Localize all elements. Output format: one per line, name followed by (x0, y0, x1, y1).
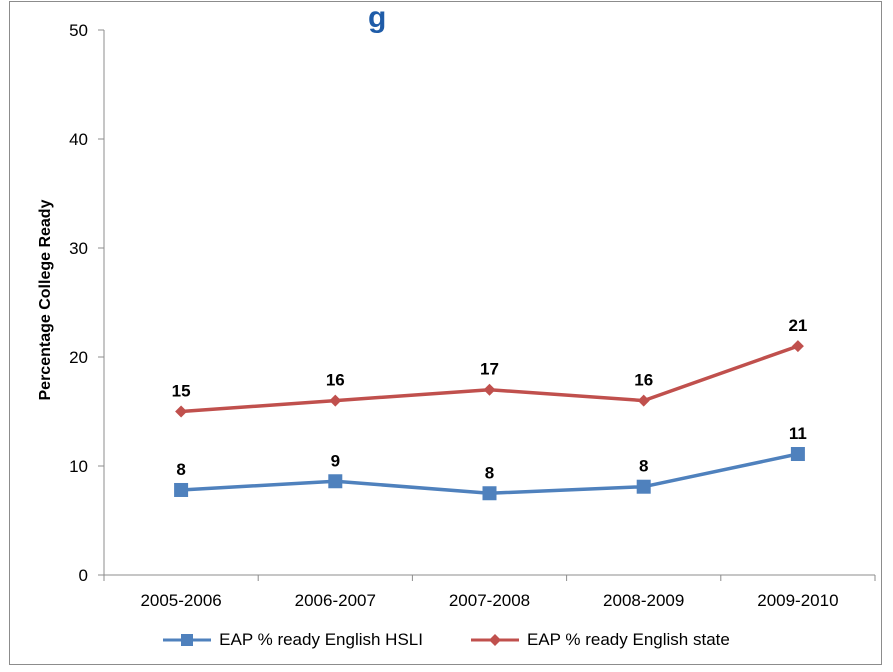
legend-marker-diamond-icon (470, 634, 519, 646)
y-tick-label: 0 (79, 566, 88, 585)
x-axis: 2005-2006 2006-2007 2007-2008 2008-2009 2009… (103, 574, 876, 610)
legend-label-hsli: EAP % ready English HSLI (219, 630, 423, 649)
legend-item-state: EAP % ready English state (470, 630, 730, 650)
data-point (175, 405, 188, 418)
y-tick-label: 50 (69, 21, 88, 40)
data-label: 8 (176, 460, 185, 479)
data-point (329, 394, 342, 407)
y-axis: 0 10 20 30 40 50 (69, 21, 105, 585)
data-point (482, 486, 497, 501)
data-point (637, 394, 650, 407)
y-tick-label: 20 (69, 348, 88, 367)
series-layer: 8 9 8 8 11 15 16 17 16 21 (172, 316, 807, 501)
legend-item-hsli: EAP % ready English HSLI (163, 630, 423, 650)
legend-label-state: EAP % ready English state (526, 630, 730, 649)
y-tick-label: 10 (69, 457, 88, 476)
x-tick-label: 2006-2007 (295, 591, 376, 610)
series-hsli: 8 9 8 8 11 (174, 424, 807, 501)
data-label: 15 (172, 382, 191, 401)
legend: EAP % ready English HSLI EAP % ready Eng… (0, 624, 893, 656)
line-chart: g 0 10 20 30 40 50 2005-2006 2006-2007 2007-200… (37, 1, 876, 610)
data-label: 8 (639, 457, 648, 476)
data-label: 17 (480, 360, 499, 379)
data-label: 16 (634, 371, 653, 390)
y-tick-label: 40 (69, 130, 88, 149)
data-point (483, 383, 496, 396)
series-line (180, 344, 799, 414)
legend-marker-square-icon (163, 634, 212, 646)
data-label: 8 (485, 463, 494, 482)
chart-frame (9, 1, 882, 665)
series-state: 15 16 17 16 21 (172, 316, 807, 418)
y-axis-label: Percentage College Ready (37, 199, 54, 400)
data-point (791, 340, 804, 353)
data-label: 11 (789, 424, 807, 443)
data-label: 21 (788, 316, 807, 335)
x-tick-label: 2005-2006 (140, 591, 221, 610)
data-label: 16 (326, 371, 345, 390)
x-tick-label: 2008-2009 (603, 591, 684, 610)
data-point (174, 482, 189, 497)
y-tick-label: 30 (69, 239, 88, 258)
data-label: 9 (331, 451, 340, 470)
data-point (636, 479, 651, 494)
x-tick-label: 2009-2010 (757, 591, 838, 610)
chart-title-partial: g (368, 1, 386, 34)
data-point (790, 447, 805, 462)
data-point (328, 474, 343, 489)
x-tick-label: 2007-2008 (449, 591, 530, 610)
